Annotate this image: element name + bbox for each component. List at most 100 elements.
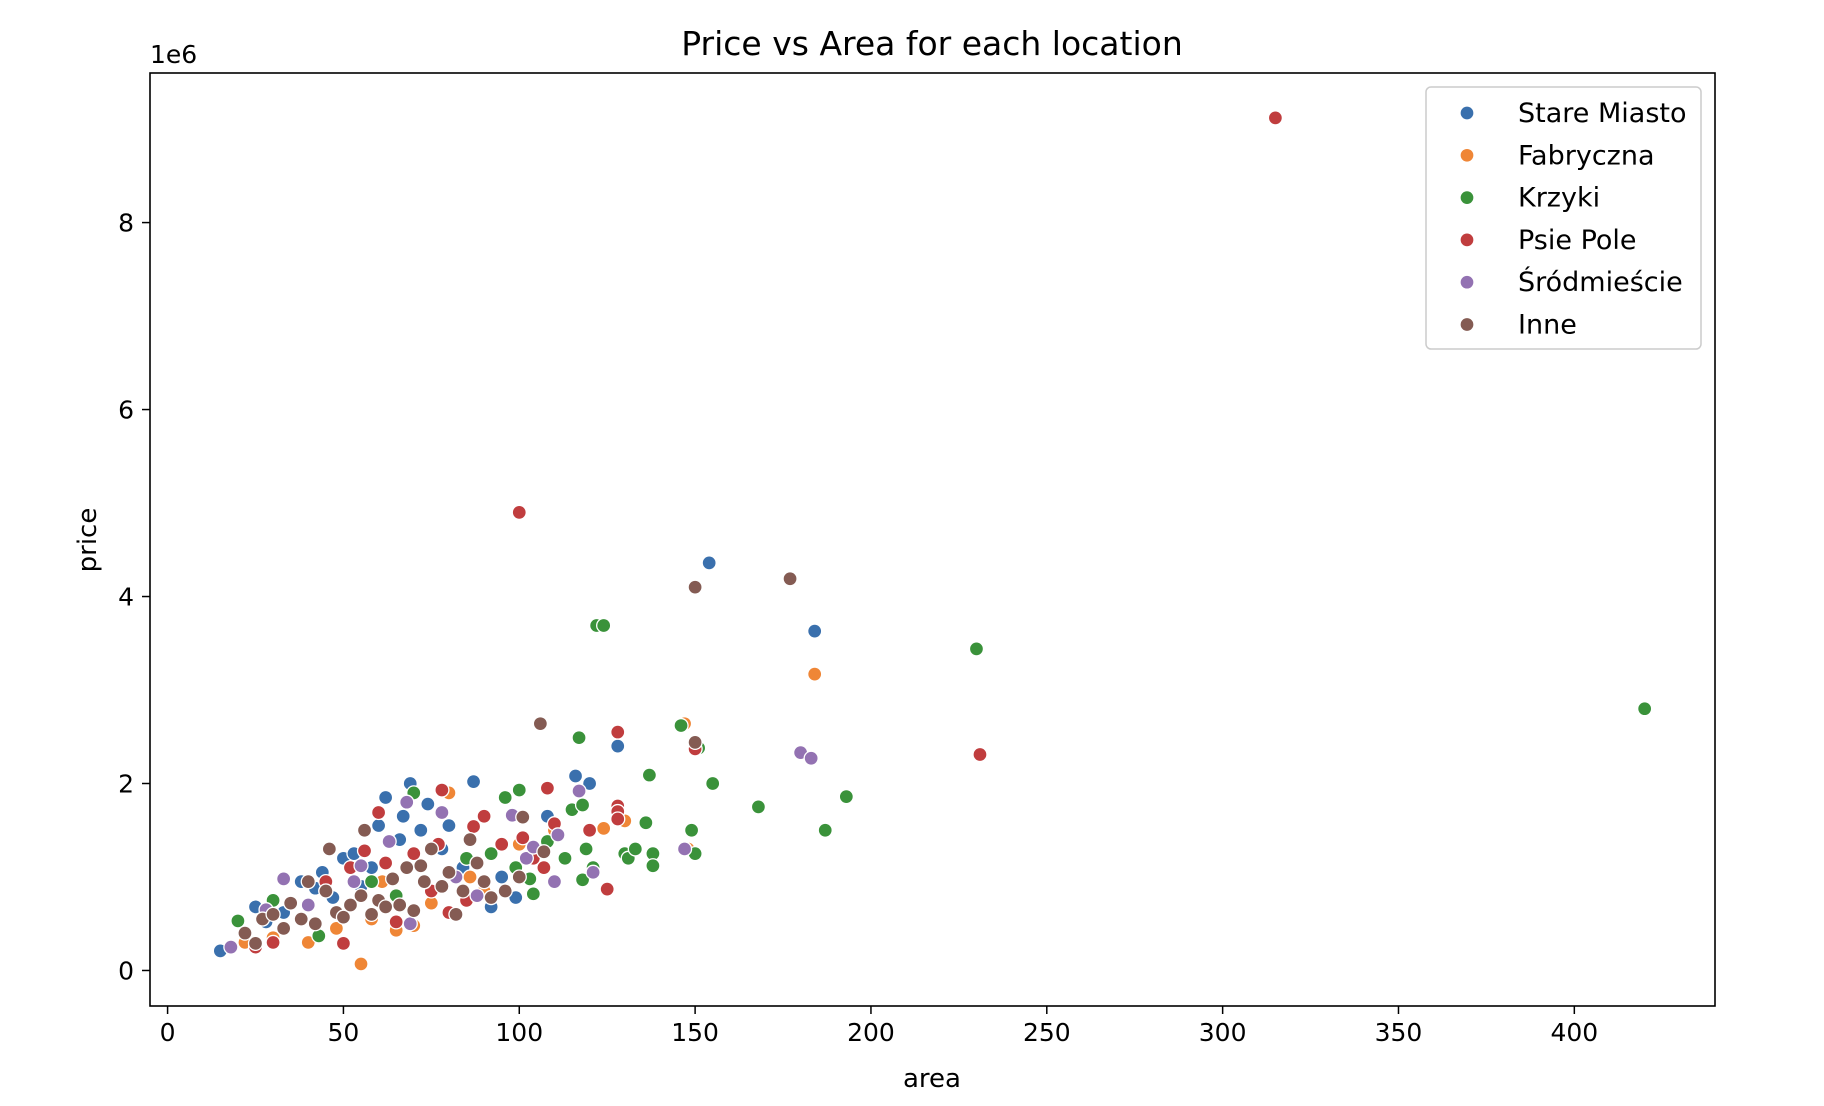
data-point (750, 799, 767, 815)
series-5 (237, 571, 798, 952)
data-point (230, 913, 246, 929)
data-point (546, 874, 563, 890)
y-tick-label: 2 (118, 770, 134, 799)
data-point (399, 794, 415, 810)
data-point (638, 815, 654, 831)
data-point (581, 822, 598, 838)
data-point (328, 920, 345, 937)
data-point (807, 623, 823, 639)
data-point (525, 886, 541, 902)
data-point (370, 804, 387, 821)
data-point (574, 872, 591, 888)
x-tick-label: 300 (1199, 1018, 1247, 1047)
data-point (388, 914, 404, 930)
data-point (494, 836, 510, 852)
data-point (293, 911, 309, 927)
legend-label: Fabryczna (1518, 140, 1655, 171)
data-point (465, 818, 482, 835)
legend-box (1425, 86, 1702, 350)
legend-entry: Krzyki (1459, 183, 1600, 214)
x-tick-label: 250 (1023, 1018, 1071, 1047)
legend-label: Śródmieście (1518, 266, 1683, 298)
data-point (413, 858, 429, 874)
y-axis-offset-label: 1e6 (150, 40, 197, 69)
data-point (571, 783, 587, 799)
data-point (476, 808, 492, 824)
data-point (335, 909, 352, 925)
data-point (497, 883, 513, 899)
data-point (356, 822, 373, 838)
data-point (518, 850, 534, 866)
data-point (581, 775, 598, 792)
data-point (342, 897, 359, 913)
data-point (627, 841, 643, 857)
legend-marker (1459, 274, 1475, 290)
x-tick-label: 400 (1550, 1018, 1598, 1047)
data-point (300, 897, 316, 913)
data-point (483, 845, 499, 862)
legend-marker (1459, 147, 1475, 163)
data-point (596, 617, 612, 634)
data-point (610, 738, 626, 754)
data-point (515, 830, 531, 846)
data-point (434, 878, 450, 894)
legend-label: Inne (1518, 310, 1577, 341)
data-point (363, 906, 380, 923)
data-point (469, 855, 485, 871)
data-point (420, 796, 436, 812)
data-point (363, 874, 380, 890)
x-tick-label: 50 (328, 1018, 360, 1047)
data-point (803, 750, 819, 766)
data-point (497, 789, 513, 806)
data-point (441, 817, 457, 834)
data-point (247, 935, 264, 952)
data-point (972, 746, 988, 763)
data-point (599, 881, 615, 897)
data-point (370, 817, 387, 834)
data-point (557, 850, 573, 866)
data-point (353, 858, 369, 874)
data-point (413, 822, 429, 838)
data-point (838, 788, 854, 805)
data-point (223, 939, 239, 955)
data-point (676, 841, 693, 857)
data-point (596, 820, 612, 837)
y-tick-label: 0 (118, 956, 134, 985)
data-point (402, 916, 418, 932)
data-point (406, 845, 422, 862)
data-point (416, 874, 432, 890)
data-point (483, 889, 499, 906)
data-point (353, 888, 369, 904)
data-point (283, 895, 299, 911)
data-point (641, 767, 658, 783)
data-point (335, 935, 352, 952)
x-axis-label: area (903, 1064, 961, 1094)
data-point (265, 934, 281, 951)
data-point (511, 504, 527, 521)
legend-entry: Śródmieście (1459, 266, 1683, 298)
data-point (567, 768, 584, 784)
data-point (511, 869, 527, 885)
data-point (356, 843, 373, 859)
data-point (265, 906, 281, 923)
data-point (550, 827, 566, 843)
data-point (465, 773, 482, 790)
data-point (807, 666, 823, 682)
data-point (455, 883, 471, 899)
legend-entry: Stare Miasto (1459, 98, 1687, 129)
legend-label: Psie Pole (1518, 225, 1637, 256)
data-point (385, 871, 401, 887)
data-point (462, 831, 478, 848)
data-point (610, 724, 626, 740)
legend-marker (1459, 105, 1475, 121)
data-point (399, 859, 415, 876)
legend-entries: Stare Miasto Fabryczna Krzyki Psie Pole Śród… (1459, 98, 1687, 341)
data-point (515, 809, 531, 825)
x-axis-ticks: 0 50 100 150 200 250 300 350 400 (160, 1006, 1598, 1047)
data-point (1637, 701, 1653, 717)
data-point (476, 874, 492, 890)
data-point (353, 956, 369, 972)
data-point (318, 883, 334, 899)
legend-entry: Fabryczna (1459, 140, 1655, 171)
